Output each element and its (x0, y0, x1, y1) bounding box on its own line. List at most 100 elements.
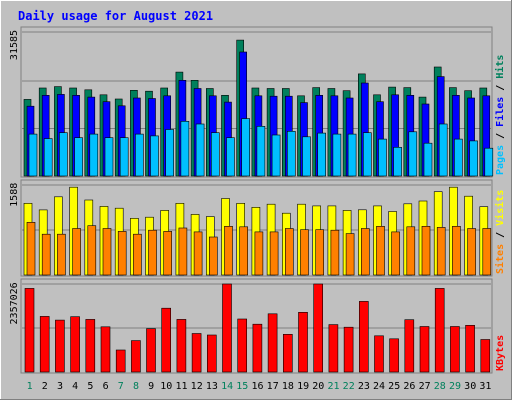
sites-bar-day-10 (163, 231, 172, 276)
pages-bar-day-20 (317, 132, 327, 177)
pages-bar-day-1 (28, 133, 38, 177)
kbytes-bar-day-13 (207, 334, 217, 373)
legend-separator: / (495, 79, 506, 97)
pages-bar-day-4 (74, 137, 83, 177)
pages-bar-day-9 (150, 135, 159, 177)
day-label-14: 14 (221, 381, 233, 392)
sites-bar-day-28 (436, 227, 446, 276)
sites-bar-day-1 (26, 222, 36, 276)
pages-bar-day-3 (59, 132, 68, 177)
day-label-27: 27 (419, 381, 431, 392)
kbytes-bar-day-8 (131, 340, 141, 373)
pages-bar-day-16 (256, 126, 266, 177)
day-label-31: 31 (479, 381, 491, 392)
kbytes-bar-day-26 (404, 319, 415, 373)
sites-bar-day-25 (391, 231, 400, 276)
legend-separator: / (495, 226, 506, 244)
sites-bar-day-5 (87, 225, 97, 276)
day-label-22: 22 (343, 381, 355, 392)
kbytes-bar-day-15 (237, 318, 247, 373)
hits-files-pages-panel: 31585 Pages / Files / Hits (9, 26, 506, 178)
pages-bar-day-11 (180, 121, 190, 177)
legend-kbytes: KBytes (495, 335, 506, 371)
sites-bar-day-24 (376, 226, 385, 276)
ymax-label: 2357026 (9, 282, 20, 324)
kbytes-bar-day-25 (389, 338, 399, 373)
day-label-1: 1 (27, 381, 33, 392)
day-label-30: 30 (464, 381, 476, 392)
legend: Pages / Files / Hits (494, 55, 506, 175)
kbytes-bar-day-11 (176, 319, 187, 373)
kbytes-panel: 2357026 KBytes (9, 278, 506, 374)
legend: KBytes (495, 335, 506, 371)
kbytes-bar-day-29 (450, 326, 460, 373)
legend-sites: Sites (494, 244, 506, 274)
pages-bar-day-25 (393, 147, 402, 177)
sites-bar-day-17 (269, 231, 279, 276)
legend-pages: Pages (495, 145, 506, 175)
sites-bar-day-15 (239, 226, 248, 276)
day-label-8: 8 (133, 381, 139, 392)
sites-bar-day-23 (360, 228, 370, 276)
pages-bar-day-23 (362, 132, 372, 177)
day-label-20: 20 (312, 381, 324, 392)
pages-bar-day-17 (271, 134, 281, 177)
kbytes-bar-day-1 (24, 288, 35, 373)
kbytes-bar-day-16 (252, 323, 263, 373)
kbytes-bar-day-4 (70, 316, 80, 373)
pages-bar-day-2 (43, 138, 53, 177)
kbytes-bar-day-20 (313, 283, 324, 373)
kbytes-bar-day-7 (115, 349, 126, 373)
pages-bar-day-28 (438, 123, 448, 177)
kbytes-bar-day-17 (267, 313, 278, 373)
sites-bar-day-6 (102, 228, 112, 276)
kbytes-bar-day-2 (39, 316, 50, 373)
day-label-9: 9 (148, 381, 154, 392)
sites-bar-day-9 (148, 229, 157, 276)
sites-bar-day-27 (421, 226, 431, 276)
kbytes-bar-day-28 (434, 288, 445, 373)
pages-bar-day-12 (195, 123, 205, 177)
pages-bar-day-8 (135, 133, 144, 177)
day-label-29: 29 (449, 381, 461, 392)
day-label-6: 6 (103, 381, 109, 392)
sites-bar-day-26 (406, 226, 416, 276)
chart-title: Daily usage for August 2021 (18, 9, 213, 23)
kbytes-bar-day-3 (55, 319, 65, 373)
day-label-2: 2 (42, 381, 48, 392)
pages-bar-day-10 (165, 129, 174, 177)
day-label-25: 25 (388, 381, 400, 392)
day-label-3: 3 (57, 381, 63, 392)
day-label-24: 24 (373, 381, 385, 392)
legend-hits: Hits (494, 55, 506, 79)
ymax-label: 31585 (9, 30, 20, 60)
visits-sites-panel: 1588 Sites / Visits (9, 179, 506, 277)
day-label-16: 16 (251, 381, 263, 392)
sites-bar-day-21 (330, 229, 340, 276)
pages-bar-day-13 (211, 132, 220, 177)
day-label-10: 10 (160, 381, 172, 392)
sites-bar-day-8 (133, 233, 142, 276)
pages-bar-day-22 (347, 133, 357, 177)
kbytes-bar-day-31 (480, 339, 491, 373)
sites-bar-day-12 (193, 231, 203, 276)
day-label-18: 18 (282, 381, 294, 392)
day-label-23: 23 (358, 381, 370, 392)
sites-bar-day-13 (209, 236, 218, 276)
sites-bar-day-19 (300, 229, 309, 276)
day-axis: 1 2 3 4 5 6 7 8 9 10 11 12 13 14 15 16 17 18 19 20 21 22 23 24 2… (27, 381, 492, 392)
pages-bar-day-7 (119, 137, 129, 177)
sites-bar-day-31 (482, 228, 492, 276)
sites-bar-day-20 (315, 229, 325, 276)
sites-bar-day-22 (345, 233, 355, 276)
day-label-5: 5 (87, 381, 93, 392)
pages-bar-day-29 (454, 138, 463, 177)
day-label-4: 4 (72, 381, 78, 392)
pages-bar-day-19 (302, 136, 311, 177)
kbytes-bar-day-5 (85, 319, 96, 373)
pages-bar-day-15 (241, 118, 250, 177)
pages-bar-day-18 (286, 131, 296, 177)
kbytes-bar-day-27 (419, 326, 430, 373)
kbytes-bar-day-14 (222, 283, 232, 373)
